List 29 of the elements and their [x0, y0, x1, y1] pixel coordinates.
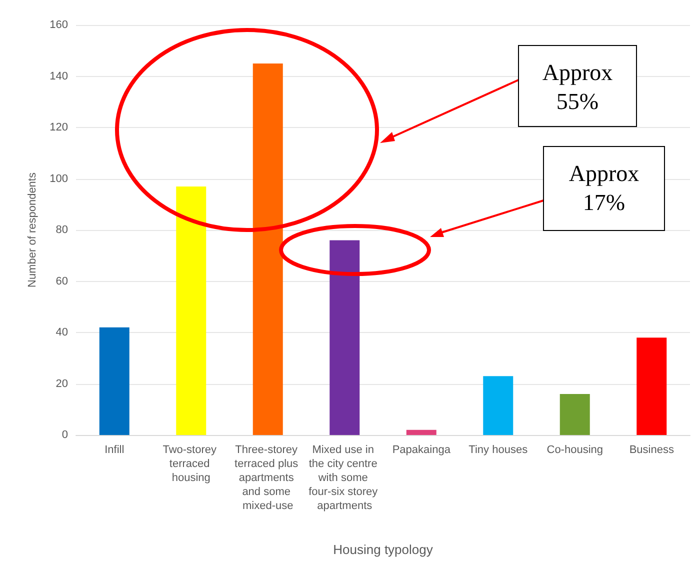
y-tick-label: 100 [50, 172, 68, 185]
x-tick-label: Co-housing [546, 444, 604, 456]
y-tick-label: 0 [62, 429, 68, 441]
bar [483, 376, 514, 435]
bar [176, 186, 206, 435]
x-tick-label: Business [629, 444, 674, 456]
y-tick-label: 60 [56, 275, 68, 288]
x-axis-title: Housing typology [333, 542, 434, 557]
y-tick-label: 20 [56, 378, 68, 390]
y-tick-label: 160 [50, 19, 68, 31]
bar [252, 63, 283, 435]
x-tick-label: Two-storey terraced housing [162, 444, 220, 484]
y-tick-label: 80 [56, 224, 68, 236]
x-tick-label: Three-storey terraced plus apartments and some mixed-use [234, 444, 302, 512]
bar [560, 394, 590, 435]
bar [406, 430, 436, 435]
bar [636, 338, 667, 435]
bar [330, 240, 360, 435]
x-tick-label: Papakainga [392, 444, 452, 456]
y-tick-label: 120 [50, 122, 68, 134]
y-tick-label: 40 [56, 326, 68, 338]
x-tick-label: Mixed use in the city centre with some four-six storey apartments [308, 444, 381, 512]
y-tick-label: 140 [50, 70, 68, 82]
x-tick-label: Tiny houses [468, 444, 528, 456]
annotation: Approx 17% [543, 146, 665, 231]
x-tick-label: Infill [104, 444, 124, 456]
y-axis-title: Number of respondents [26, 172, 38, 288]
bar [99, 327, 130, 435]
annotation: Approx 55% [518, 45, 637, 127]
